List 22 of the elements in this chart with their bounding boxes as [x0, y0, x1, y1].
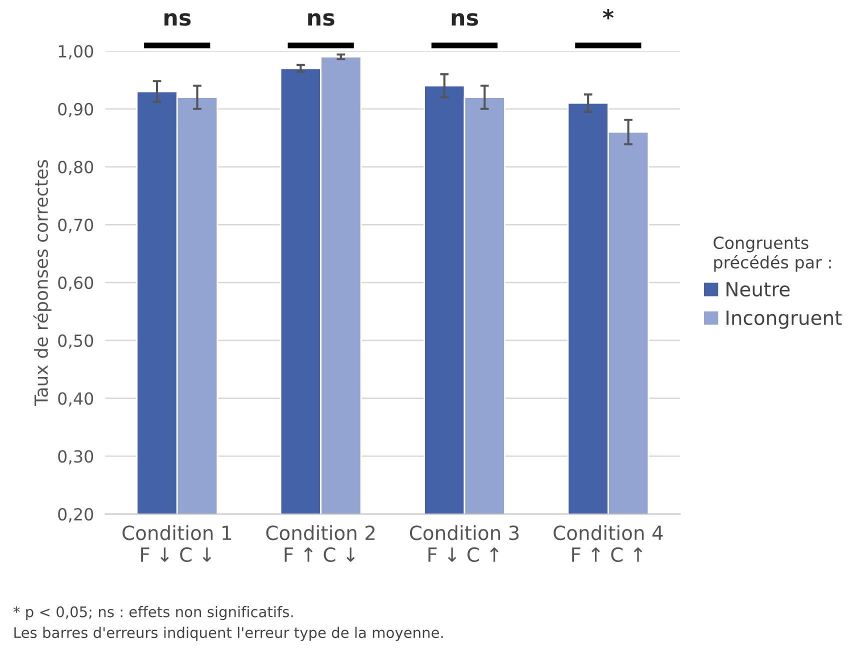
legend-label: Incongruent — [726, 310, 842, 329]
y-tick-label: 0,50 — [58, 334, 94, 349]
text: ns — [308, 13, 334, 26]
text: * p < 0,05; ns : effets non significatifs. Les barres d'erreurs indiquent l'erreur type de la moyenne. — [13, 606, 443, 641]
text: ns — [164, 13, 191, 26]
x-tick-label: Condition 2 F ↑ C ↓ — [266, 525, 375, 562]
y-tick-label: 0,30 — [58, 450, 94, 464]
y-tick-label: 0,40 — [58, 392, 94, 407]
x-tick-label: Condition 4 F ↑ C ↑ — [554, 525, 663, 562]
y-tick-label: 0,90 — [58, 102, 94, 118]
y-tick-label: 0,60 — [58, 276, 94, 291]
legend-label: Neutre — [726, 282, 790, 297]
x-tick-label: Condition 3 F ↓ C ↑ — [410, 525, 519, 562]
text: * — [602, 9, 614, 20]
y-tick-label: 0,70 — [58, 218, 94, 233]
y-tick-label: 0,20 — [58, 508, 94, 522]
legend-title: Congruents précédés par : — [714, 236, 831, 272]
y-axis-title: Taux de réponses correctes — [33, 160, 52, 406]
x-tick-label: Condition 1 F ↓ C ↓ — [122, 525, 232, 562]
y-tick-label: 1,00 — [58, 44, 94, 60]
text: ns — [452, 13, 478, 26]
y-tick-label: 0,80 — [58, 160, 94, 176]
